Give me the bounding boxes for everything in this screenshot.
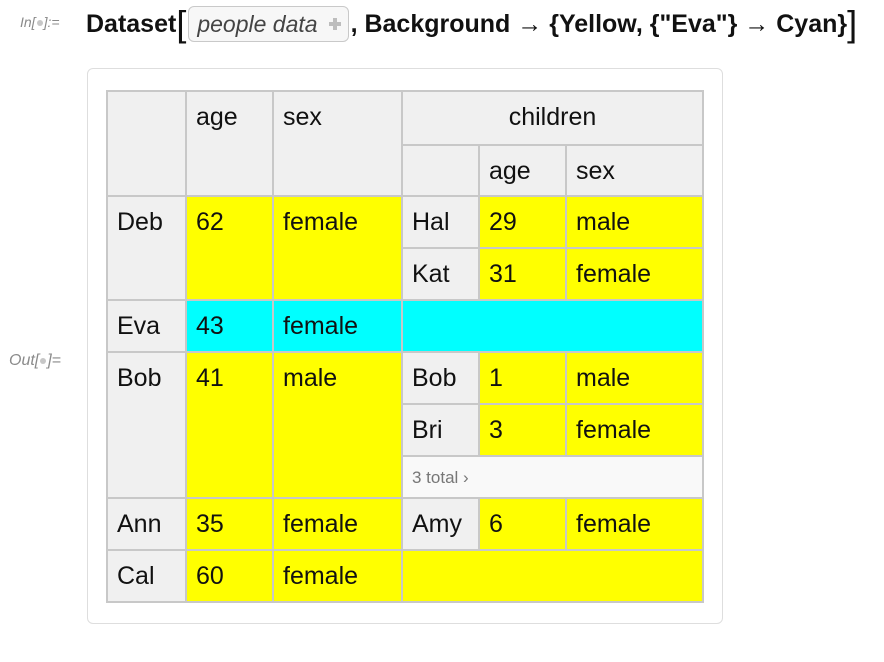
input-cell-label: In[]:=: [20, 14, 60, 30]
child-age[interactable]: 3: [479, 404, 566, 456]
cell-age[interactable]: 41: [186, 352, 273, 498]
grid-line: [106, 601, 704, 603]
child-key[interactable]: Amy: [402, 498, 479, 550]
grid-line: [401, 90, 403, 603]
grid-line: [106, 351, 704, 353]
header-sex[interactable]: sex: [273, 91, 402, 196]
cell-age[interactable]: 43: [186, 300, 273, 352]
child-key[interactable]: Bob: [402, 352, 479, 404]
cell-age[interactable]: 60: [186, 550, 273, 602]
header-corner: [107, 91, 186, 196]
child-age[interactable]: 6: [479, 498, 566, 550]
grid-line: [401, 455, 704, 457]
row-key-deb[interactable]: Deb: [107, 196, 186, 300]
close-bracket: ]: [847, 3, 858, 44]
function-name: Dataset: [86, 9, 177, 38]
grid-line: [106, 195, 704, 197]
grid-line: [565, 497, 567, 551]
grid-line: [185, 90, 187, 603]
cell-age[interactable]: 62: [186, 196, 273, 300]
placeholder-label: people data: [197, 10, 318, 37]
header-child-age[interactable]: age: [479, 145, 566, 196]
cell-sex[interactable]: female: [273, 498, 402, 550]
child-sex[interactable]: female: [566, 498, 703, 550]
cell-age[interactable]: 35: [186, 498, 273, 550]
grid-line: [478, 144, 480, 301]
header-children[interactable]: children: [402, 91, 703, 145]
grid-line: [702, 90, 704, 603]
row-key-eva[interactable]: Eva: [107, 300, 186, 352]
child-key[interactable]: Kat: [402, 248, 479, 300]
grid-line: [565, 144, 567, 301]
expression-rest: , Background → {Yellow, {"Eva"} → Cyan}: [350, 9, 848, 38]
header-child-sex[interactable]: sex: [566, 145, 703, 196]
grid-line: [106, 299, 704, 301]
cell-children-empty[interactable]: [402, 550, 703, 602]
child-age[interactable]: 31: [479, 248, 566, 300]
cell-sex[interactable]: male: [273, 352, 402, 498]
child-key[interactable]: Hal: [402, 196, 479, 248]
total-link[interactable]: 3 total ›: [402, 456, 703, 498]
cell-sex[interactable]: female: [273, 196, 402, 300]
input-expression[interactable]: Dataset [ people data , Background → {Ye…: [86, 6, 857, 42]
people-data-placeholder[interactable]: people data: [188, 6, 349, 42]
grid-line: [401, 403, 704, 405]
child-sex[interactable]: female: [566, 404, 703, 456]
cell-sex[interactable]: female: [273, 550, 402, 602]
grid-line: [401, 144, 704, 146]
output-cell-label: Out[]=: [9, 352, 62, 369]
row-key-cal[interactable]: Cal: [107, 550, 186, 602]
header-children-key: [402, 145, 479, 196]
grid-line: [272, 90, 274, 603]
child-key[interactable]: Bri: [402, 404, 479, 456]
cell-children-empty[interactable]: [402, 300, 703, 352]
plus-icon[interactable]: [328, 17, 342, 31]
open-bracket: [: [176, 3, 187, 44]
grid-line: [106, 497, 704, 499]
child-sex[interactable]: male: [566, 196, 703, 248]
row-key-ann[interactable]: Ann: [107, 498, 186, 550]
child-sex[interactable]: male: [566, 352, 703, 404]
grid-line: [106, 90, 108, 603]
child-age[interactable]: 1: [479, 352, 566, 404]
header-age[interactable]: age: [186, 91, 273, 196]
cell-label-dot: [36, 20, 43, 26]
cell-label-dot: [40, 358, 47, 364]
grid-line: [106, 90, 704, 92]
grid-line: [401, 247, 704, 249]
child-sex[interactable]: female: [566, 248, 703, 300]
grid-line: [106, 549, 704, 551]
row-key-bob[interactable]: Bob: [107, 352, 186, 498]
cell-sex[interactable]: female: [273, 300, 402, 352]
child-age[interactable]: 29: [479, 196, 566, 248]
grid-line: [478, 497, 480, 551]
